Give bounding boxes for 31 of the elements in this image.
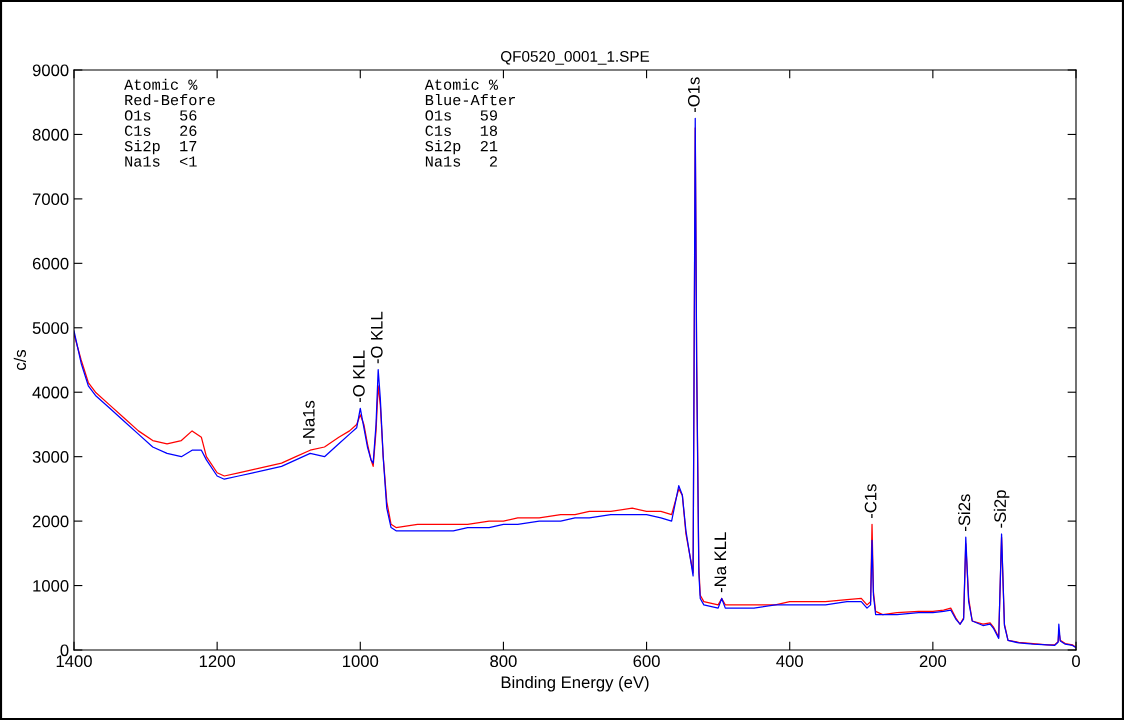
x-tick-label: 1400 bbox=[56, 655, 92, 668]
y-tick-label: 1000 bbox=[33, 579, 69, 592]
x-tick-label: 800 bbox=[490, 655, 517, 668]
annotation: -O KLL bbox=[370, 311, 383, 364]
annotation: -Na1s bbox=[303, 400, 315, 444]
x-tick-label: 1000 bbox=[343, 655, 379, 668]
x-tick-label: 0 bbox=[1072, 655, 1080, 668]
annotation: -O1s bbox=[687, 77, 700, 113]
x-tick-label: 200 bbox=[919, 655, 947, 668]
chart-title: QF0520_0001_1.SPE bbox=[500, 51, 650, 65]
y-tick-label: 0 bbox=[60, 644, 69, 657]
y-tick-label: 3000 bbox=[32, 451, 69, 463]
annotation: -C1s bbox=[864, 484, 877, 519]
x-tick-label: 1200 bbox=[199, 655, 236, 668]
y-tick-label: 7000 bbox=[32, 193, 69, 206]
annotation: -Na KLL bbox=[714, 532, 727, 593]
annotation: Atomic % Blue-After O1s 59 C1s 18 Si2p 21 Na1s 2 bbox=[424, 78, 516, 167]
x-tick-label: 400 bbox=[776, 655, 803, 668]
y-tick-label: 4000 bbox=[32, 386, 69, 399]
y-tick-label: 8000 bbox=[32, 128, 69, 141]
y-tick-label: 5000 bbox=[32, 322, 69, 334]
annotation: -O KLL bbox=[352, 350, 365, 403]
annotation: -Si2s bbox=[958, 494, 971, 531]
annotation: Atomic % Red-Before O1s 56 C1s 26 Si2p 17 Na1s <1 bbox=[124, 78, 215, 167]
y-tick-label: 6000 bbox=[32, 257, 69, 270]
y-tick-label: 9000 bbox=[32, 64, 69, 77]
y-tick-label: 2000 bbox=[32, 515, 69, 528]
annotation: -Si2p bbox=[993, 490, 1010, 528]
x-axis-title: Binding Energy (eV) bbox=[501, 675, 649, 692]
y-axis-title: c/s bbox=[13, 349, 26, 370]
x-tick-label: 600 bbox=[633, 655, 660, 668]
